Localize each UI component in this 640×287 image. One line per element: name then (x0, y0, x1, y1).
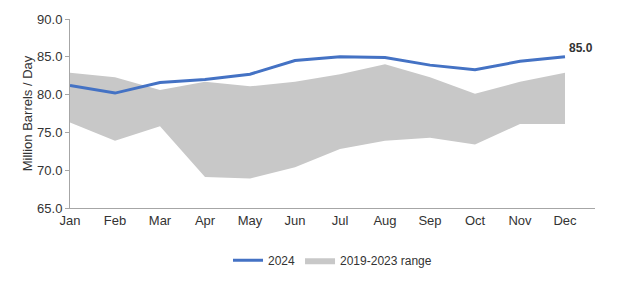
svg-text:Dec: Dec (553, 213, 577, 228)
svg-text:Nov: Nov (508, 213, 532, 228)
svg-text:85.0: 85.0 (569, 41, 593, 55)
svg-text:2019-2023 range: 2019-2023 range (340, 254, 432, 268)
svg-text:2024: 2024 (268, 254, 295, 268)
svg-text:70.0: 70.0 (37, 163, 62, 178)
svg-text:May: May (238, 213, 263, 228)
svg-text:Feb: Feb (104, 213, 126, 228)
svg-text:Mar: Mar (149, 213, 172, 228)
svg-text:Oct: Oct (465, 213, 486, 228)
svg-text:Jan: Jan (60, 213, 81, 228)
svg-text:75.0: 75.0 (37, 125, 62, 140)
svg-text:Sep: Sep (418, 213, 441, 228)
svg-text:Aug: Aug (373, 213, 396, 228)
svg-text:Apr: Apr (195, 213, 216, 228)
svg-text:65.0: 65.0 (37, 201, 62, 216)
svg-text:80.0: 80.0 (37, 87, 62, 102)
svg-text:Million Barrels / Day: Million Barrels / Day (20, 55, 35, 171)
svg-text:90.0: 90.0 (37, 12, 62, 27)
svg-text:Jul: Jul (332, 213, 349, 228)
svg-text:Jun: Jun (285, 213, 306, 228)
svg-text:85.0: 85.0 (37, 49, 62, 64)
